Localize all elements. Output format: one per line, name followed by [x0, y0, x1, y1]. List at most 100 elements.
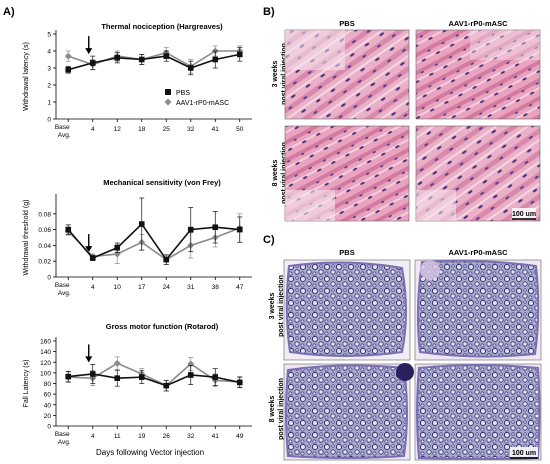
x-tick-label: 4	[91, 126, 95, 133]
y-tick-label: 4	[47, 49, 51, 56]
data-point	[114, 244, 121, 251]
data-point	[89, 255, 96, 261]
panel-c-row2-line2: post viral injection	[278, 378, 285, 440]
panel-b-row2-line1: 8 weeks	[272, 159, 279, 186]
y-tick-label: 2	[47, 83, 51, 90]
x-tick-label: 12	[114, 126, 122, 133]
chart-von-frey: Mechanical sensitivity (von Frey) 0 0.02 0.…	[23, 178, 252, 297]
series-line	[67, 222, 240, 261]
data-point	[187, 360, 195, 368]
x-tick-label: 49	[236, 433, 244, 440]
panel-b-image-aav-8wk	[415, 125, 541, 222]
panel-c-row-label-8wk: 8 weeks post viral injection	[269, 378, 285, 440]
y-tick-label: 0.08	[38, 211, 51, 218]
data-point	[138, 221, 145, 227]
panel-c-row1-line1: 3 weeks	[269, 292, 276, 319]
y-tick-label: 40	[44, 402, 52, 409]
legend-marker	[165, 89, 171, 95]
x-tick-label: 4	[91, 433, 95, 440]
y-tick-label: 120	[40, 360, 51, 367]
panel-c-col-title-aav: AAV1-rP0-mASC	[448, 248, 508, 257]
data-point	[212, 56, 219, 63]
x-tick-label: 50	[236, 126, 244, 133]
x-tick-label: 41	[212, 433, 220, 440]
panel-b-col-title-aav: AAV1-rP0-mASC	[448, 19, 508, 28]
data-point	[212, 374, 219, 380]
panel-c-row1-line2: post viral injection	[278, 275, 285, 337]
x-tick-label: 32	[187, 126, 195, 133]
y-tick-label: 5	[47, 32, 51, 39]
chart-hargreaves: Thermal nociception (Hargreaves)012345Wi…	[23, 22, 252, 139]
y-axis-label: Fall Latency (s)	[23, 360, 30, 408]
chart-rotarod: Gross motor function (Rotarod) 0 20 40 60 80 1…	[23, 322, 252, 446]
x-tick-label: Base	[55, 124, 70, 131]
series-line	[67, 50, 240, 68]
data-point	[163, 53, 170, 59]
data-point	[187, 372, 194, 378]
legend-marker	[164, 98, 172, 106]
panel-b-row2-line2: post viral injection	[281, 142, 288, 204]
y-tick-label: 0.06	[38, 227, 51, 234]
panel-c-col-title-pbs: PBS	[339, 248, 354, 257]
x-tick-label: 41	[212, 126, 220, 133]
x-tick-label-cont: Avg.	[58, 290, 71, 297]
data-point	[212, 224, 219, 231]
x-tick-label: 11	[114, 433, 121, 440]
y-tick-label: 160	[40, 339, 51, 346]
y-axis-label: Withdrawal latency (s)	[23, 42, 30, 111]
x-tick-label: 18	[138, 126, 146, 133]
chart-title: Mechanical sensitivity (von Frey)	[103, 178, 221, 187]
y-tick-label: 1	[47, 100, 51, 107]
data-point	[163, 256, 170, 263]
x-tick-label: 10	[114, 284, 122, 291]
x-tick-label: 4	[91, 284, 95, 291]
y-axis-label: Withdrawal threshold (g)	[23, 200, 30, 276]
y-tick-label: 0	[47, 117, 51, 124]
data-point	[65, 226, 72, 233]
panel-b-col-title-pbs: PBS	[339, 19, 354, 28]
y-tick-label: 80	[44, 381, 52, 388]
series-line	[68, 53, 240, 71]
panel-b-image-pbs-8wk	[284, 125, 410, 222]
injection-arrow-head	[85, 48, 93, 55]
injection-arrow-head	[85, 246, 93, 253]
injection-arrow-head	[85, 356, 93, 363]
panel-c-image-pbs-8wk	[283, 363, 414, 461]
panel-c-scale-bar-label: 100 um	[512, 450, 536, 457]
data-point	[163, 382, 170, 389]
x-tick-label: Base	[55, 431, 70, 438]
y-tick-label: 3	[47, 66, 51, 73]
x-tick-label: 25	[163, 126, 171, 133]
x-tick-label-cont: Avg.	[58, 439, 71, 446]
panel-b-row1-line2: post viral injection	[281, 43, 288, 105]
x-tick-label: 26	[163, 433, 171, 440]
data-point	[138, 56, 145, 63]
data-point	[113, 359, 121, 367]
data-point	[138, 374, 145, 380]
data-point	[236, 51, 243, 58]
panel-c-image-aav-8wk	[414, 363, 542, 461]
panel-b-scale-bar: 100 um	[512, 208, 536, 220]
data-point	[236, 226, 243, 233]
panel-b-image-pbs-3wk	[284, 29, 410, 120]
x-tick-label: 17	[138, 284, 146, 291]
panel-b-row1-line1: 3 weeks	[272, 60, 279, 87]
chart-title: Gross motor function (Rotarod)	[106, 322, 219, 331]
x-tick-label: 38	[212, 284, 220, 291]
y-tick-label: 20	[44, 413, 52, 420]
panel-label-c: C)	[263, 234, 275, 246]
panel-label-a: A)	[3, 6, 15, 18]
chart-title: Thermal nociception (Hargreaves)	[101, 22, 223, 31]
y-tick-label: 60	[44, 392, 52, 399]
panel-label-b: B)	[263, 6, 275, 18]
y-tick-label: 140	[40, 349, 51, 356]
panel-c-row-label-3wk: 3 weeks post viral injection	[269, 275, 285, 337]
y-tick-label: 0	[47, 275, 51, 282]
y-tick-label: 0.04	[38, 243, 51, 250]
x-tick-label: 24	[163, 284, 171, 291]
panel-b-image-aav-3wk	[415, 29, 541, 120]
data-point	[236, 379, 243, 386]
data-point	[187, 226, 194, 233]
y-tick-label: 100	[40, 370, 51, 377]
panel-c-row2-line1: 8 weeks	[269, 395, 276, 422]
